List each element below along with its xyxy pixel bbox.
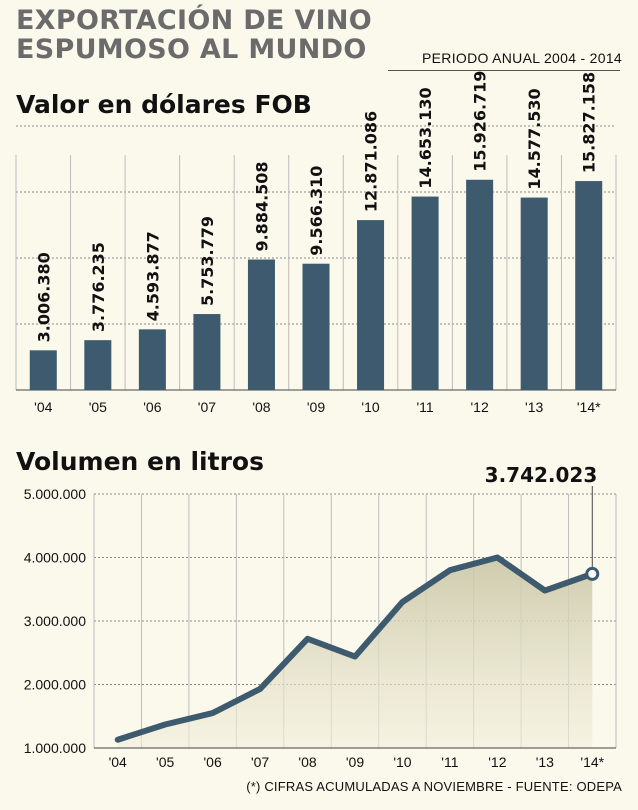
period-rule — [388, 70, 620, 71]
bar-2 — [138, 329, 166, 390]
bar-value-label-9: 14.577.530 — [525, 88, 544, 189]
line-chart-title: Volumen en litros — [16, 447, 264, 476]
line-x-tick-2: '06 — [204, 754, 222, 770]
bar-x-tick-0: '04 — [34, 399, 52, 415]
footnote: (*) CIFRAS ACUMULADAS A NOVIEMBRE - FUEN… — [246, 779, 622, 794]
bar-x-tick-8: '12 — [471, 399, 489, 415]
bar-value-label-6: 12.871.086 — [362, 111, 381, 212]
line-x-tick-8: '12 — [488, 754, 506, 770]
callout-value: 3.742.023 — [485, 463, 598, 487]
line-x-tick-10: '14* — [580, 754, 604, 770]
volume-line — [114, 554, 596, 743]
bar-x-tick-4: '08 — [252, 399, 270, 415]
bar-value-label-10: 15.827.158 — [580, 72, 599, 173]
title-line-2: ESPUMOSO AL MUNDO — [16, 34, 367, 65]
bar-value-label-2: 4.593.877 — [143, 231, 162, 321]
bar-7 — [411, 196, 439, 390]
line-y-tick-0: 1.000.000 — [24, 740, 86, 756]
last-point-marker — [585, 566, 600, 581]
bar-chart-title: Valor en dólares FOB — [16, 90, 312, 119]
bar-value-label-1: 3.776.235 — [89, 242, 108, 332]
volume-area — [117, 557, 593, 748]
bar-6 — [357, 220, 385, 390]
bar-x-tick-9: '13 — [525, 399, 543, 415]
line-x-tick-3: '07 — [251, 754, 269, 770]
bar-4 — [247, 259, 275, 390]
line-y-tick-4: 5.000.000 — [24, 486, 86, 502]
line-x-tick-4: '08 — [298, 754, 316, 770]
period-label: PERIODO ANUAL 2004 - 2014 — [422, 50, 622, 66]
bar-x-tick-1: '05 — [89, 399, 107, 415]
line-x-tick-7: '11 — [441, 754, 458, 770]
line-x-tick-6: '10 — [393, 754, 411, 770]
bar-1 — [84, 340, 112, 390]
line-y-tick-3: 4.000.000 — [24, 550, 86, 566]
bar-x-tick-6: '10 — [361, 399, 379, 415]
line-x-tick-9: '13 — [536, 754, 554, 770]
bar-value-label-0: 3.006.380 — [34, 252, 53, 342]
bar-x-tick-3: '07 — [198, 399, 216, 415]
line-x-tick-0: '04 — [109, 754, 127, 770]
title-line-1: EXPORTACIÓN DE VINO — [16, 5, 373, 36]
line-y-tick-2: 3.000.000 — [24, 613, 86, 629]
bar-value-label-5: 9.566.310 — [307, 166, 326, 256]
bar-0 — [29, 350, 57, 390]
bar-8 — [466, 179, 494, 390]
bar-9 — [520, 197, 548, 390]
bar-3 — [193, 314, 221, 390]
line-x-tick-5: '09 — [346, 754, 364, 770]
bar-x-tick-5: '09 — [307, 399, 325, 415]
bar-value-label-4: 9.884.508 — [252, 161, 271, 251]
bar-value-label-8: 15.926.719 — [471, 71, 490, 172]
bar-x-tick-2: '06 — [143, 399, 161, 415]
main-title: EXPORTACIÓN DE VINO ESPUMOSO AL MUNDO — [16, 6, 372, 64]
bar-x-tick-10: '14* — [577, 399, 601, 415]
line-y-tick-1: 2.000.000 — [24, 677, 86, 693]
bar-value-label-3: 5.753.779 — [198, 216, 217, 306]
bar-x-tick-7: '11 — [416, 399, 433, 415]
line-x-tick-1: '05 — [156, 754, 174, 770]
bar-10 — [575, 181, 603, 390]
bar-value-label-7: 14.653.130 — [416, 87, 435, 188]
bar-5 — [302, 263, 330, 390]
